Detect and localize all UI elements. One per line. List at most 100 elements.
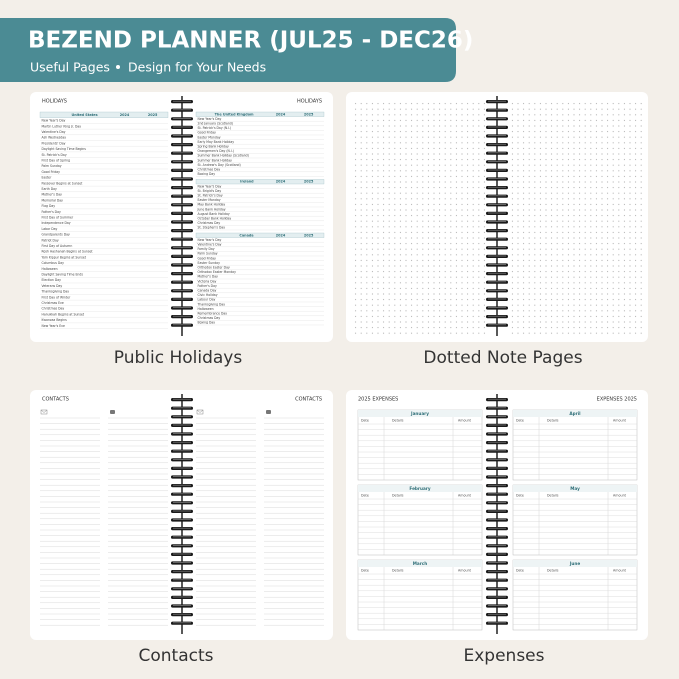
ring-shine [173, 545, 191, 546]
ring-shine [488, 229, 506, 231]
ring-shine [173, 476, 191, 477]
column-header: Details [392, 494, 404, 498]
holiday: Canada Day [198, 289, 217, 293]
holiday: Palm Sunday [198, 252, 218, 256]
holiday: Daylight Saving Time Ends [42, 272, 84, 276]
holiday: Easter Monday [198, 135, 221, 139]
ring-shine [173, 281, 191, 283]
ring-shine [173, 510, 191, 512]
ring [171, 458, 193, 462]
page-heading: HOLIDAYS [42, 99, 67, 105]
ring [486, 398, 508, 402]
holiday: St. Patrick's Day (N.I.) [198, 126, 232, 130]
ring-shine [488, 407, 506, 409]
ring-shine [173, 605, 191, 606]
holiday: Christmas Day [198, 221, 221, 225]
ring-shine [173, 519, 191, 520]
email-icon [40, 409, 48, 413]
expense-box [357, 484, 483, 556]
ring-shine [173, 264, 191, 265]
month-bar [358, 485, 482, 492]
holiday: Presidents' Day [42, 141, 66, 145]
ring [486, 458, 508, 462]
ring [171, 272, 193, 276]
ring [486, 406, 508, 410]
holiday: Hanukkah Begins at Sunset [42, 312, 85, 316]
ring-shine [173, 398, 191, 400]
holiday: Father's Day [198, 284, 217, 288]
table-header [195, 179, 325, 185]
ring [171, 237, 193, 241]
holiday: Memorial Day [42, 198, 64, 202]
holiday: Christmas Day [198, 316, 221, 320]
holiday: New Year's Day [198, 238, 222, 242]
ring [486, 289, 508, 293]
ring-shine [488, 152, 506, 154]
column-header: Date [516, 569, 524, 573]
holiday: Grandparents Day [42, 233, 71, 237]
column-header: Details [392, 419, 404, 423]
ring [171, 587, 193, 591]
ring-shine [488, 255, 506, 257]
ring-shine [488, 450, 506, 452]
email-icon [40, 409, 48, 415]
ring-shine [173, 186, 191, 188]
ring-shine [488, 622, 506, 624]
table-header [195, 232, 325, 238]
ring-shine [173, 459, 191, 460]
ring-shine [173, 324, 191, 326]
ring [486, 449, 508, 453]
ring-shine [173, 527, 191, 529]
holiday: Palm Sunday [42, 164, 62, 168]
holiday: Civic Holiday [198, 293, 218, 297]
holiday: Orthodox Easter Day [198, 266, 230, 270]
ring-shine [488, 264, 506, 265]
holiday: St. Andrew's Day (Scotland) [198, 163, 241, 167]
holiday: Boxing Day [198, 172, 216, 176]
holiday: 2nd January (Scotland) [198, 122, 233, 126]
ring-shine [173, 622, 191, 624]
month: February [409, 486, 430, 491]
year: 2024 [276, 112, 286, 116]
ring-shine [173, 238, 191, 240]
ring-shine [488, 161, 506, 162]
ring [486, 194, 508, 198]
ring-shine [488, 613, 506, 615]
year: 2025 [304, 180, 314, 184]
ring-shine [173, 493, 191, 495]
ring-shine [488, 527, 506, 529]
ring-shine [488, 118, 506, 119]
holiday: Earth Day [42, 187, 58, 191]
ring-shine [488, 459, 506, 460]
ring [171, 194, 193, 198]
ring-shine [173, 298, 191, 300]
column-header: Amount [613, 494, 627, 498]
holiday: New Year's Eve [42, 324, 66, 328]
section-label: Public Holidays [114, 348, 243, 368]
ring-shine [173, 562, 191, 563]
holiday: Passover Begins at Sunset [42, 181, 84, 185]
ring-shine [173, 152, 191, 154]
column-header: Amount [613, 419, 627, 423]
year: 2024 [276, 233, 286, 237]
ring-shine [488, 221, 506, 222]
ring-shine [488, 570, 506, 572]
ring [171, 441, 193, 445]
ring-shine [488, 484, 506, 486]
ring-shine [173, 143, 191, 145]
ring-shine [173, 579, 191, 581]
ring-shine [488, 536, 506, 538]
column-header: Amount [458, 569, 472, 573]
column-header: Date [361, 419, 369, 423]
holiday: Easter Monday [198, 198, 221, 202]
country: Ireland [240, 180, 254, 184]
ring-shine [488, 545, 506, 546]
ring-shine [173, 441, 191, 443]
ring-shine [173, 100, 191, 102]
column-header: Date [516, 419, 524, 423]
holiday: Martin Luther King Jr. Day [42, 124, 82, 128]
page-heading: 2025 EXPENSES [358, 397, 398, 403]
holiday: First Day of Spring [42, 158, 71, 162]
ring-shine [173, 247, 191, 248]
ring [486, 501, 508, 505]
